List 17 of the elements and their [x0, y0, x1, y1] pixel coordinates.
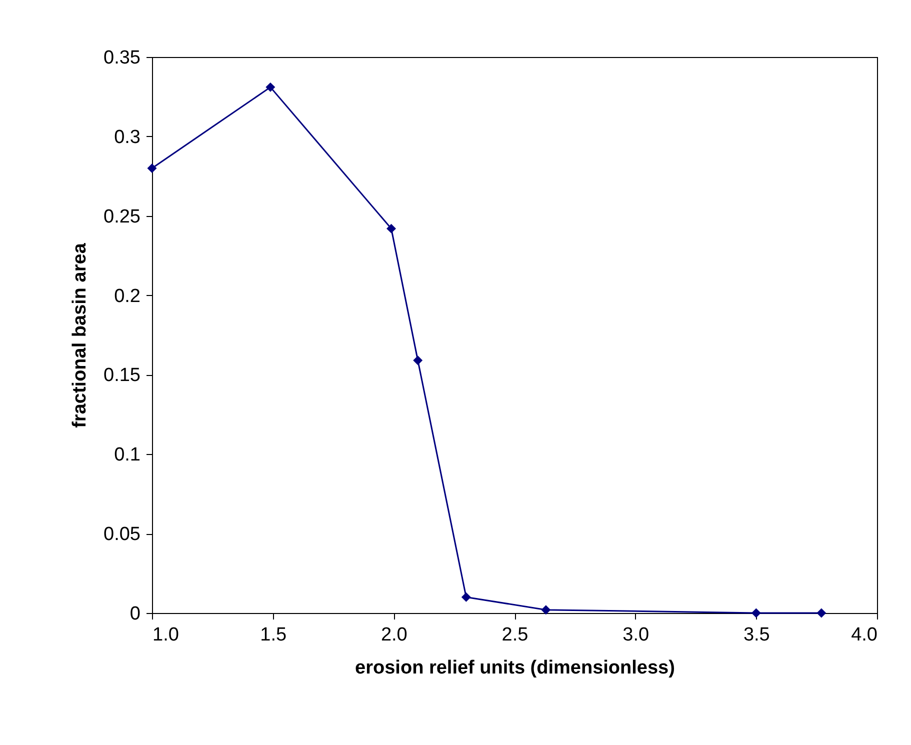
x-tick-label: 1.0	[152, 624, 179, 646]
y-tick-label: 0	[130, 604, 140, 624]
x-tick-label: 2.0	[380, 624, 408, 646]
y-axis-title: fractional basin area	[70, 242, 91, 428]
y-tick-label: 0.25	[104, 206, 140, 228]
y-tick-label: 0.3	[114, 126, 140, 148]
y-tick-label: 0.05	[104, 524, 140, 546]
y-tick-label: 0.2	[114, 286, 140, 307]
x-tick-label: 2.5	[502, 624, 528, 646]
x-axis-title: erosion relief units (dimensionless)	[355, 658, 675, 678]
x-tick-label: 1.5	[260, 624, 287, 646]
x-tick-label: 3.5	[743, 624, 770, 646]
x-tick-label: 4.0	[851, 624, 878, 646]
y-tick-label: 0.35	[104, 48, 140, 68]
x-tick-label: 3.0	[622, 624, 650, 646]
y-tick-label: 0.1	[114, 444, 140, 466]
y-tick-label: 0.15	[104, 365, 140, 386]
